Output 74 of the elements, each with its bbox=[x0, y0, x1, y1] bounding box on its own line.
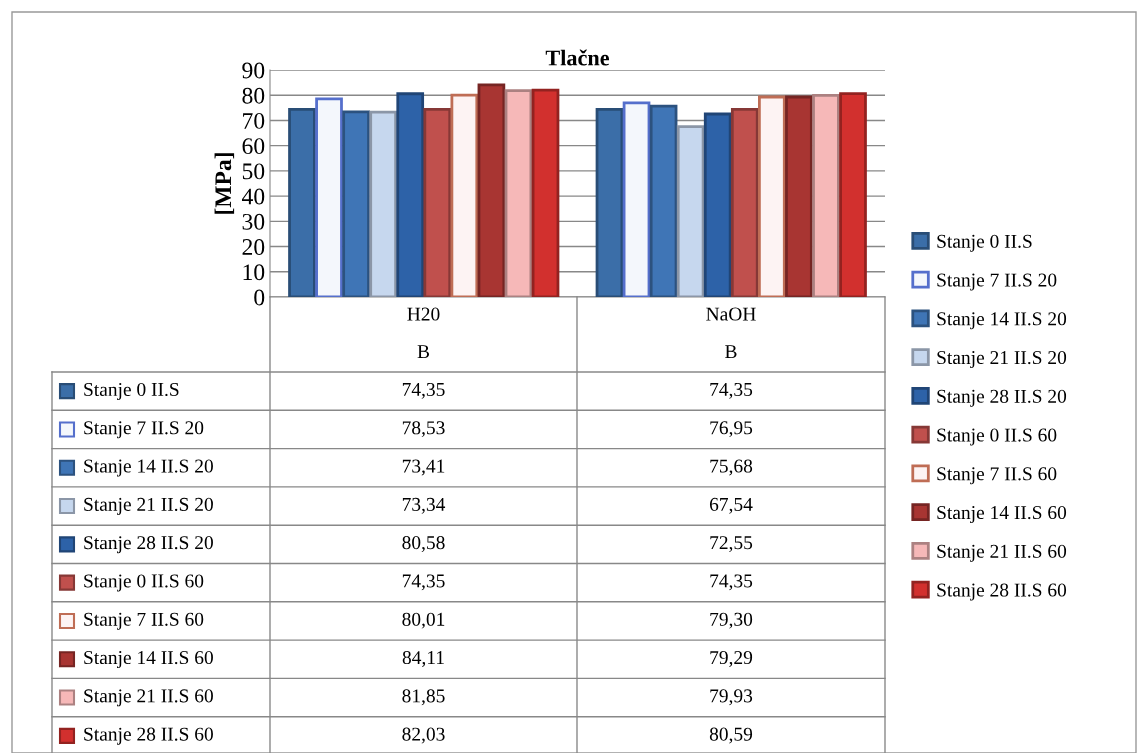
category-label: NaOH B bbox=[706, 307, 756, 358]
data-label: 74,35 bbox=[402, 382, 445, 399]
legend-label: Stanje 0 II.S 60 bbox=[937, 428, 1057, 446]
text: Stanje 0 II.S 60 bbox=[84, 574, 204, 592]
data-label: 73,34 bbox=[402, 497, 446, 514]
data-label: 67,54 bbox=[709, 497, 753, 514]
data-label: 80,01 bbox=[402, 612, 445, 629]
y-tick-label: 20 bbox=[242, 239, 265, 255]
y-tick-label: 40 bbox=[241, 188, 265, 205]
bar bbox=[758, 95, 786, 297]
data-label: 72,55 bbox=[710, 536, 753, 553]
bar bbox=[649, 104, 678, 297]
data-label: 80,59 bbox=[709, 727, 753, 744]
data-label: 73,41 bbox=[402, 459, 445, 476]
legend-label: Stanje 21 II.S 20 bbox=[937, 350, 1067, 369]
bar bbox=[315, 97, 343, 297]
bar bbox=[504, 89, 533, 297]
category-label: H20 B bbox=[407, 307, 440, 358]
bar bbox=[785, 95, 813, 297]
data-label: 82,03 bbox=[402, 727, 445, 744]
text: Stanje 14 II.S 60 bbox=[84, 651, 213, 669]
data-label: 78,53 bbox=[402, 421, 445, 438]
bar bbox=[531, 88, 560, 297]
data-label: 81,85 bbox=[402, 689, 445, 706]
bar bbox=[703, 112, 732, 297]
text: Stanje 28 II.S 20 bbox=[84, 536, 213, 554]
data-label: 75,68 bbox=[710, 459, 753, 476]
bar bbox=[423, 108, 452, 297]
text: Stanje 7 II.S 60 bbox=[84, 612, 204, 630]
y-tick-label: 60 bbox=[242, 138, 265, 155]
y-tick-label: 70 bbox=[243, 112, 265, 129]
legend-label: Stanje 28 II.S 60 bbox=[937, 583, 1067, 601]
y-tick-label: 30 bbox=[242, 213, 265, 230]
bar bbox=[812, 94, 840, 297]
y-tick-label: 80 bbox=[242, 87, 265, 104]
legend-label: Stanje 14 II.S 20 bbox=[84, 459, 213, 477]
bar bbox=[676, 125, 705, 297]
data-label: 74,35 bbox=[710, 574, 753, 591]
bar bbox=[369, 110, 397, 297]
data-label: 79,93 bbox=[710, 689, 753, 706]
y-tick-label: 90 bbox=[242, 62, 265, 79]
y-tick-label: 0 bbox=[254, 289, 265, 306]
data-label: 76,95 bbox=[710, 421, 753, 438]
legend-label: Stanje 7 II.S 20 bbox=[84, 421, 204, 439]
bar bbox=[288, 108, 316, 297]
bar bbox=[595, 108, 624, 297]
data-label: 84,11 bbox=[402, 651, 444, 667]
y-tick-label: 50 bbox=[242, 163, 265, 180]
chart-title: Tlačne bbox=[545, 49, 610, 66]
text: Stanje 21 II.S 20 bbox=[84, 497, 213, 515]
bar bbox=[342, 110, 370, 297]
data-label: 80,58 bbox=[402, 536, 445, 553]
legend-label: Stanje 0 II.S bbox=[84, 382, 179, 400]
data-label: 79,29 bbox=[710, 651, 753, 667]
bar bbox=[396, 92, 425, 297]
text: Stanje 28 II.S 60 bbox=[84, 727, 213, 745]
text: Stanje 21 II.S 60 bbox=[84, 689, 213, 707]
y-tick-label: 10 bbox=[243, 264, 265, 281]
bar bbox=[839, 92, 867, 297]
text: Stanje 7 II.S 20 bbox=[937, 273, 1057, 291]
bar bbox=[730, 108, 759, 297]
data-label: 74,35 bbox=[710, 382, 753, 399]
bar bbox=[477, 83, 506, 297]
data-label: 74,35 bbox=[402, 574, 445, 591]
bar bbox=[450, 93, 479, 297]
text: Stanje 14 II.S 20 bbox=[937, 312, 1067, 330]
y-axis-title: [MPa] bbox=[214, 153, 235, 214]
legend-label: Stanje 7 II.S 60 bbox=[937, 467, 1057, 485]
legend-label: Stanje 28 II.S 20 bbox=[937, 389, 1067, 407]
text: Stanje 0 II.S bbox=[937, 234, 1032, 252]
legend-label: Stanje 21 II.S 60 bbox=[937, 544, 1067, 562]
data-label: 79,30 bbox=[710, 612, 753, 629]
bar bbox=[622, 101, 651, 297]
legend-label: Stanje 14 II.S 60 bbox=[937, 505, 1067, 524]
